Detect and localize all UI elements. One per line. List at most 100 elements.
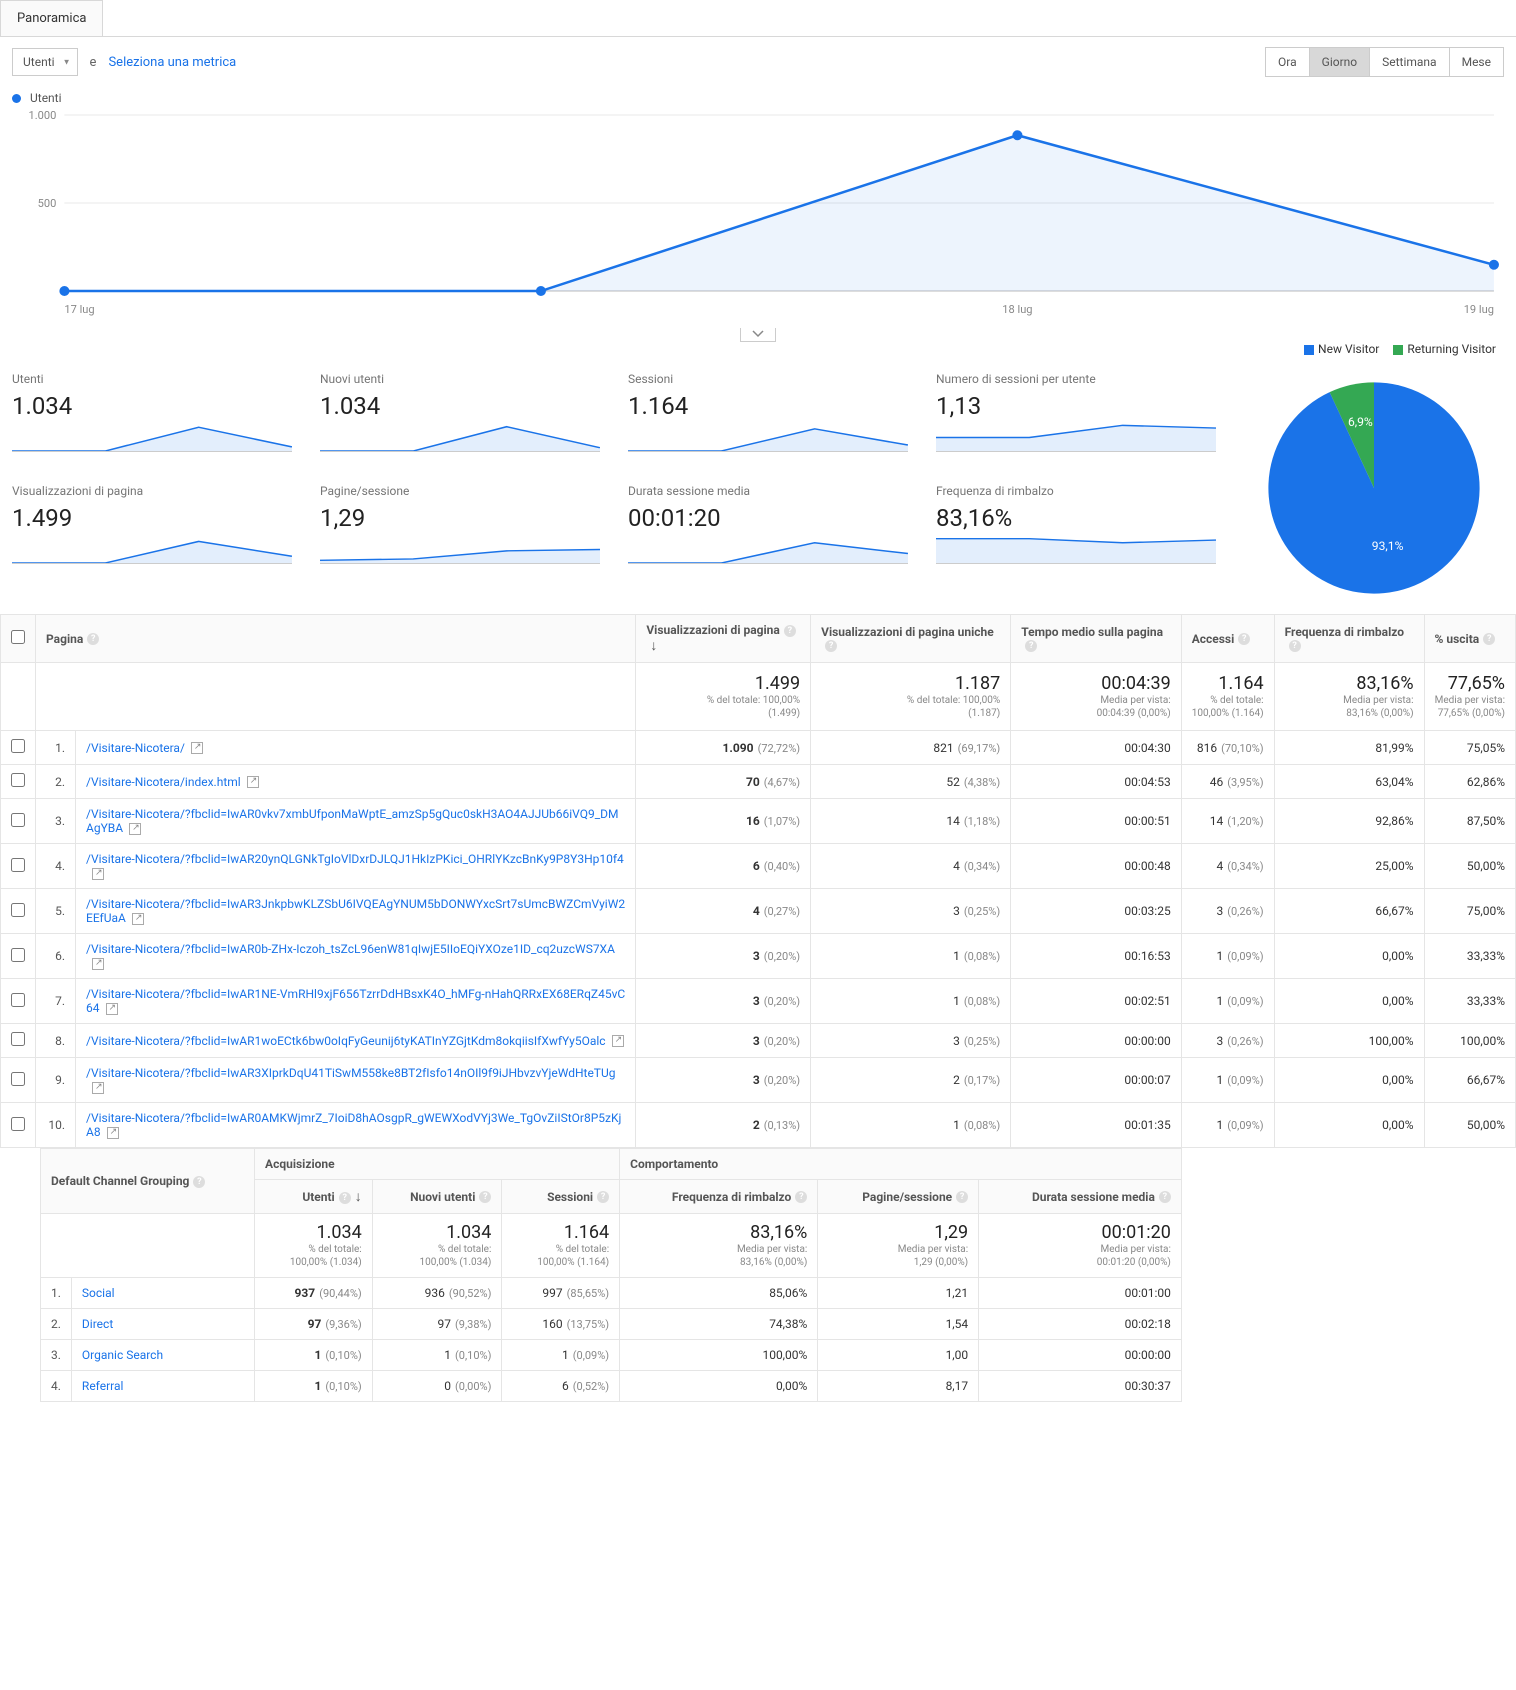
time-month-button[interactable]: Mese	[1449, 48, 1503, 76]
row-checkbox[interactable]	[1, 979, 36, 1024]
unique-views-cell: 2(0,17%)	[811, 1058, 1011, 1103]
help-icon[interactable]: ?	[87, 633, 99, 645]
metric-card[interactable]: Utenti 1.034	[12, 372, 292, 456]
help-icon[interactable]: ?	[597, 1191, 609, 1203]
row-index: 1.	[36, 731, 76, 765]
header-new-users[interactable]: Nuovi utenti?	[372, 1180, 502, 1214]
exit-cell: 75,05%	[1424, 731, 1515, 765]
page-link[interactable]: /Visitare-Nicotera/?fbclid=IwAR0vkv7xmbU…	[86, 807, 619, 835]
open-external-icon[interactable]	[191, 742, 203, 754]
page-link[interactable]: /Visitare-Nicotera/	[86, 741, 185, 755]
header-avg-dur[interactable]: Durata sessione media?	[979, 1180, 1182, 1214]
metric-card[interactable]: Frequenza di rimbalzo 83,16%	[936, 484, 1216, 568]
open-external-icon[interactable]	[107, 1127, 119, 1139]
sparkline	[628, 424, 908, 452]
page-link[interactable]: /Visitare-Nicotera/?fbclid=IwAR0AMKWjmrZ…	[86, 1111, 621, 1139]
time-cell: 00:04:30	[1011, 731, 1182, 765]
users-cell: 97(9,36%)	[255, 1309, 373, 1340]
open-external-icon[interactable]	[106, 1003, 118, 1015]
tab-overview[interactable]: Panoramica	[0, 0, 103, 36]
row-index: 3.	[41, 1340, 72, 1371]
help-icon[interactable]: ?	[795, 1191, 807, 1203]
open-external-icon[interactable]	[92, 868, 104, 880]
page-link[interactable]: /Visitare-Nicotera/?fbclid=IwAR0b-ZHx-Ic…	[86, 942, 615, 956]
page-link[interactable]: /Visitare-Nicotera/index.html	[86, 775, 241, 789]
open-external-icon[interactable]	[247, 776, 259, 788]
help-icon[interactable]: ?	[1159, 1191, 1171, 1203]
pie-legend-label: Returning Visitor	[1407, 342, 1496, 356]
page-link[interactable]: /Visitare-Nicotera/?fbclid=IwAR1woECtk6b…	[86, 1034, 606, 1048]
metric-card[interactable]: Sessioni 1.164	[628, 372, 908, 456]
open-external-icon[interactable]	[92, 958, 104, 970]
header-sessions[interactable]: Sessioni?	[502, 1180, 620, 1214]
header-views[interactable]: Visualizzazioni di pagina?↓	[636, 615, 811, 663]
header-bounce[interactable]: Frequenza di rimbalzo?	[1274, 615, 1424, 663]
page-cell: /Visitare-Nicotera/?fbclid=IwAR20ynQLGNk…	[76, 844, 636, 889]
header-users[interactable]: Utenti?↓	[255, 1180, 373, 1214]
help-icon[interactable]: ?	[339, 1192, 351, 1204]
metric-card[interactable]: Nuovi utenti 1.034	[320, 372, 600, 456]
row-checkbox[interactable]	[1, 889, 36, 934]
views-cell: 16(1,07%)	[636, 799, 811, 844]
page-link[interactable]: /Visitare-Nicotera/?fbclid=IwAR1NE-VmRHl…	[86, 987, 625, 1015]
chart-expander-button[interactable]	[740, 328, 776, 342]
metric-card[interactable]: Durata sessione media 00:01:20	[628, 484, 908, 568]
row-checkbox[interactable]	[1, 1058, 36, 1103]
row-checkbox[interactable]	[1, 1103, 36, 1148]
help-icon[interactable]: ?	[479, 1191, 491, 1203]
help-icon[interactable]: ?	[784, 625, 796, 637]
page-link[interactable]: /Visitare-Nicotera/?fbclid=IwAR3JnkpbwKL…	[86, 897, 625, 925]
help-icon[interactable]: ?	[1238, 633, 1250, 645]
time-hour-button[interactable]: Ora	[1266, 48, 1309, 76]
metric-card[interactable]: Numero di sessioni per utente 1,13	[936, 372, 1216, 456]
help-icon[interactable]: ?	[1483, 633, 1495, 645]
time-cell: 00:03:25	[1011, 889, 1182, 934]
metric-card[interactable]: Pagine/sessione 1,29	[320, 484, 600, 568]
time-week-button[interactable]: Settimana	[1369, 48, 1448, 76]
header-entrances[interactable]: Accessi?	[1181, 615, 1274, 663]
channel-link[interactable]: Organic Search	[82, 1348, 163, 1362]
channel-link[interactable]: Direct	[82, 1317, 113, 1331]
channel-link[interactable]: Social	[82, 1286, 115, 1300]
help-icon[interactable]: ?	[956, 1191, 968, 1203]
help-icon[interactable]: ?	[1025, 640, 1037, 652]
open-external-icon[interactable]	[92, 1082, 104, 1094]
tab-bar: Panoramica	[0, 0, 1516, 37]
pages-totals-row: 1.499% del totale: 100,00%(1.499)1.187% …	[1, 663, 1516, 731]
metric-card[interactable]: Visualizzazioni di pagina 1.499	[12, 484, 292, 568]
page-cell: /Visitare-Nicotera/index.html	[76, 765, 636, 799]
header-avg-time[interactable]: Tempo medio sulla pagina?	[1011, 615, 1182, 663]
open-external-icon[interactable]	[129, 823, 141, 835]
help-icon[interactable]: ?	[193, 1176, 205, 1188]
header-checkbox[interactable]	[1, 615, 36, 663]
metric-dropdown[interactable]: Utenti	[12, 48, 78, 76]
row-checkbox[interactable]	[1, 844, 36, 889]
time-day-button[interactable]: Giorno	[1309, 48, 1369, 76]
open-external-icon[interactable]	[612, 1035, 624, 1047]
row-checkbox[interactable]	[1, 934, 36, 979]
help-icon[interactable]: ?	[1289, 640, 1301, 652]
metric-value: 1,29	[320, 504, 600, 532]
page-link[interactable]: /Visitare-Nicotera/?fbclid=IwAR20ynQLGNk…	[86, 852, 624, 866]
select-metric-link[interactable]: Seleziona una metrica	[108, 55, 236, 70]
bounce-cell: 100,00%	[1274, 1024, 1424, 1058]
header-pps[interactable]: Pagine/sessione?	[818, 1180, 979, 1214]
header-channel-dim[interactable]: Default Channel Grouping?	[41, 1149, 255, 1214]
row-checkbox[interactable]	[1, 799, 36, 844]
row-checkbox[interactable]	[1, 1024, 36, 1058]
row-checkbox[interactable]	[1, 765, 36, 799]
header-bounce[interactable]: Frequenza di rimbalzo?	[620, 1180, 818, 1214]
page-link[interactable]: /Visitare-Nicotera/?fbclid=IwAR3XIprkDqU…	[86, 1066, 616, 1080]
open-external-icon[interactable]	[132, 913, 144, 925]
header-unique-views[interactable]: Visualizzazioni di pagina uniche?	[811, 615, 1011, 663]
svg-text:6,9%: 6,9%	[1348, 415, 1373, 429]
metric-label: Sessioni	[628, 372, 908, 386]
sessions-cell: 160(13,75%)	[502, 1309, 620, 1340]
row-checkbox[interactable]	[1, 731, 36, 765]
header-exit[interactable]: % uscita?	[1424, 615, 1515, 663]
help-icon[interactable]: ?	[825, 640, 837, 652]
channel-link[interactable]: Referral	[82, 1379, 124, 1393]
row-index: 9.	[36, 1058, 76, 1103]
legend-label: Utenti	[30, 91, 62, 105]
header-page[interactable]: Pagina?	[36, 615, 636, 663]
